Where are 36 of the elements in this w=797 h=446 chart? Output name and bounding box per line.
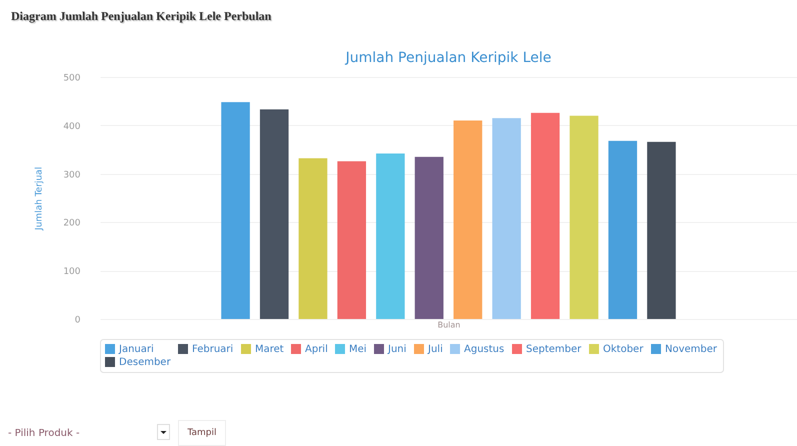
legend-label: Mei bbox=[349, 344, 367, 355]
bar bbox=[570, 116, 598, 319]
y-axis-title: Jumlah Terjual bbox=[34, 166, 44, 232]
bar bbox=[647, 142, 676, 319]
bar bbox=[260, 109, 289, 319]
legend-label: Desember bbox=[119, 357, 172, 368]
x-axis-title: Bulan bbox=[438, 320, 460, 330]
bar bbox=[454, 120, 482, 319]
y-tick-label: 300 bbox=[63, 170, 81, 180]
legend-label: Juni bbox=[387, 344, 406, 355]
bar bbox=[376, 153, 405, 319]
legend-label: September bbox=[526, 344, 582, 355]
bar bbox=[414, 156, 444, 319]
bar bbox=[221, 102, 250, 319]
legend-label: Agustus bbox=[464, 344, 504, 355]
legend-label: Juli bbox=[427, 344, 443, 355]
bar bbox=[337, 161, 366, 319]
y-tick-label: 200 bbox=[63, 218, 81, 229]
y-tick-label: 100 bbox=[63, 267, 81, 278]
bar bbox=[530, 112, 560, 319]
legend-label: April bbox=[305, 344, 328, 355]
legend-label: Oktober bbox=[603, 344, 644, 355]
legend-label: Januari bbox=[118, 344, 154, 355]
bar bbox=[608, 140, 638, 319]
button[interactable]: Tampil bbox=[178, 420, 226, 446]
chart-subtitle: Jumlah Penjualan Keripik Lele bbox=[344, 50, 552, 66]
y-tick-label: 400 bbox=[63, 122, 81, 132]
legend-label: November bbox=[665, 344, 718, 355]
bar bbox=[492, 118, 521, 319]
bar bbox=[298, 158, 328, 319]
y-tick-label: 500 bbox=[63, 74, 81, 84]
chart-title: Diagram Jumlah Penjualan Keripik Lele Perbulan bbox=[11, 9, 272, 24]
dropdown[interactable]: - Pilih Produk - bbox=[6, 423, 170, 441]
legend-label: Maret bbox=[255, 344, 284, 355]
y-tick-label: 0 bbox=[74, 316, 81, 326]
legend-label: Februari bbox=[192, 344, 234, 355]
